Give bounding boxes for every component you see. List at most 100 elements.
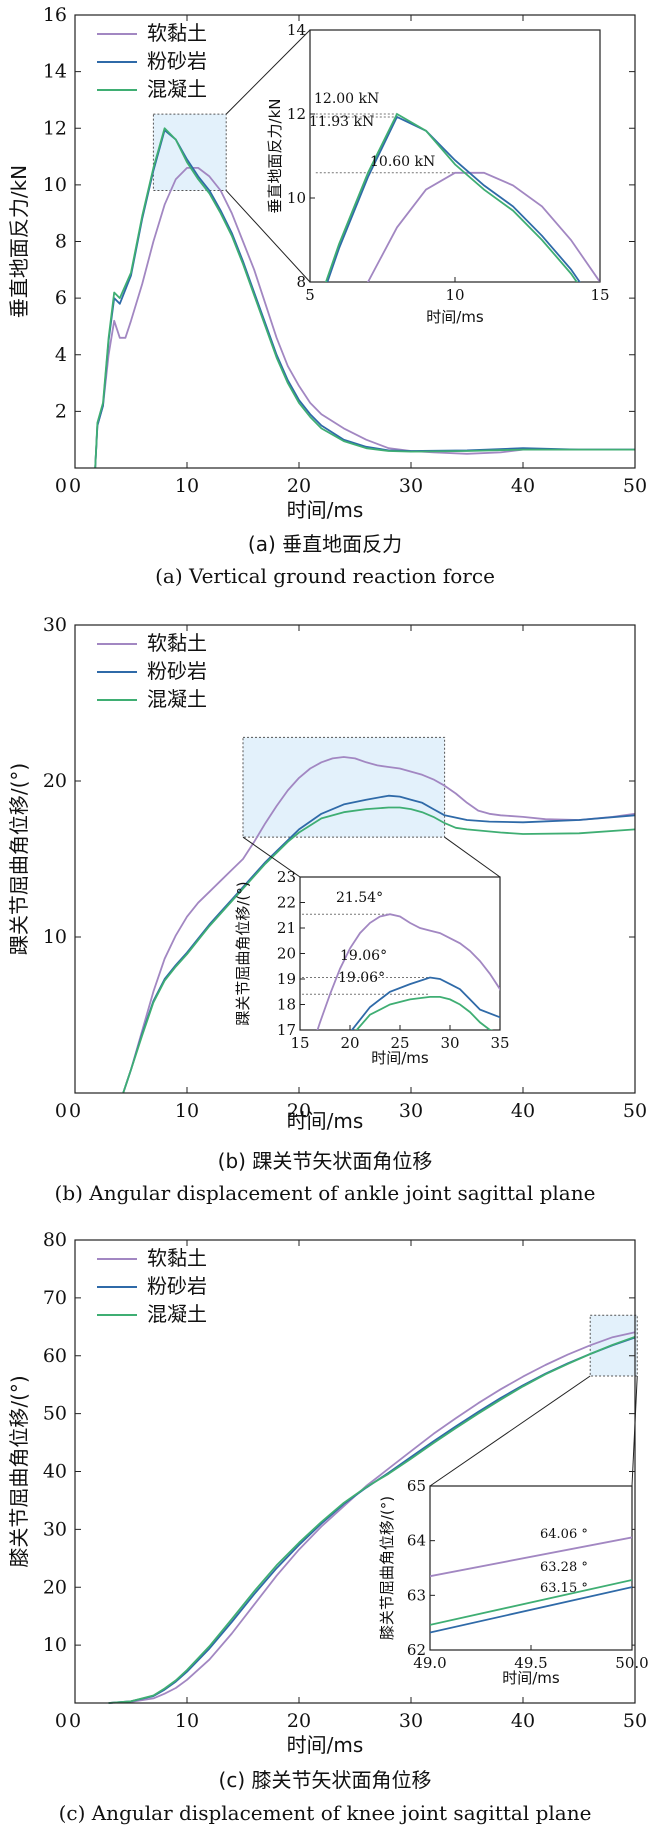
zoom-x-axis-label: 时间/ms bbox=[426, 308, 484, 326]
y-tick-label: 14 bbox=[43, 61, 67, 83]
annotation-label-1: 11.93 kN bbox=[309, 114, 374, 130]
zoom-x-tick-label: 15 bbox=[590, 286, 609, 304]
annotation-label-1: 63.28 ° bbox=[540, 1560, 588, 1575]
y-axis-label: 踝关节屈曲角位移/(°) bbox=[7, 763, 31, 955]
zoom-series-line-0 bbox=[430, 1536, 632, 1578]
x-tick-label: 0 bbox=[69, 1710, 81, 1732]
y-tick-label: 40 bbox=[43, 1461, 67, 1483]
legend-label-0: 软黏土 bbox=[147, 631, 207, 655]
chart-panel-0: 0 10 20 30 40 50 2 4 6 8 10 12 14 16 0 时间/ms 垂直地面反力/kN 软黏… bbox=[7, 4, 647, 588]
annotation-label-2: 10.60 kN bbox=[370, 154, 435, 170]
x-tick-label: 20 bbox=[287, 1710, 311, 1732]
zoom-series-line-0 bbox=[316, 913, 500, 1030]
zoom-x-tick-label: 25 bbox=[390, 1034, 409, 1052]
zoom-y-tick-label: 64 bbox=[407, 1532, 426, 1550]
zoom-x-axis-label: 时间/ms bbox=[502, 1669, 560, 1687]
caption-en: (a) Vertical ground reaction force bbox=[155, 564, 495, 588]
x-tick-label: 30 bbox=[399, 475, 423, 497]
zoom-y-axis-label: 踝关节屈曲角位移/(°) bbox=[234, 881, 252, 1025]
annotation-label-1: 19.06° bbox=[340, 948, 387, 964]
x-tick-label: 30 bbox=[399, 1100, 423, 1122]
zoom-y-tick-label: 19 bbox=[277, 970, 296, 988]
caption-en: (b) Angular displacement of ankle joint … bbox=[55, 1181, 596, 1205]
y-tick-label: 10 bbox=[43, 1634, 67, 1656]
zoom-y-tick-label: 18 bbox=[277, 996, 296, 1014]
y-tick-label: 10 bbox=[43, 926, 67, 948]
x-tick-label: 50 bbox=[623, 475, 647, 497]
y-origin-label: 0 bbox=[55, 475, 67, 497]
zoom-frame bbox=[429, 1485, 633, 1651]
y-origin-label: 0 bbox=[55, 1710, 67, 1732]
connector-line bbox=[225, 29, 311, 115]
legend-label-1: 粉砂岩 bbox=[147, 49, 207, 73]
y-tick-label: 60 bbox=[43, 1345, 67, 1367]
y-origin-label: 0 bbox=[55, 1100, 67, 1122]
x-tick-label: 20 bbox=[287, 1100, 311, 1122]
y-tick-label: 12 bbox=[43, 117, 67, 139]
zoom-x-tick-label: 10 bbox=[445, 286, 464, 304]
zoom-y-tick-label: 63 bbox=[407, 1586, 426, 1604]
zoom-inset: 5 10 15 8 10 12 14 时间/ms 垂直地面反力/kN 12.00 kN 11.93 … bbox=[225, 21, 610, 326]
zoom-y-tick-label: 12 bbox=[287, 105, 306, 123]
series-line-1 bbox=[122, 794, 636, 1094]
y-tick-label: 20 bbox=[43, 770, 67, 792]
y-tick-label: 10 bbox=[43, 174, 67, 196]
zoom-y-tick-label: 65 bbox=[407, 1477, 426, 1495]
y-tick-label: 30 bbox=[43, 614, 67, 636]
connector-line bbox=[225, 190, 311, 283]
zoom-inset: 15 20 25 30 35 17 18 19 20 21 22 23 时间/ms 踝关节屈曲角位移/(°… bbox=[234, 836, 510, 1067]
x-tick-label: 10 bbox=[175, 1100, 199, 1122]
zoom-y-tick-label: 23 bbox=[277, 868, 296, 886]
y-tick-label: 50 bbox=[43, 1403, 67, 1425]
zoom-x-tick-label: 35 bbox=[490, 1034, 509, 1052]
x-tick-label: 0 bbox=[69, 1100, 81, 1122]
annotation-label-2: 63.15 ° bbox=[540, 1581, 588, 1596]
annotation-label-0: 21.54° bbox=[336, 890, 383, 906]
chart-panel-1: 0 10 20 30 40 50 10 20 30 0 时间/ms 踝关节屈曲角位移/(°) 软黏土粉砂… bbox=[7, 614, 647, 1205]
zoom-x-tick-label: 49.0 bbox=[413, 1654, 446, 1672]
y-tick-label: 20 bbox=[43, 1576, 67, 1598]
legend-label-0: 软黏土 bbox=[147, 1246, 207, 1270]
x-tick-label: 40 bbox=[511, 1100, 535, 1122]
zoom-x-tick-label: 49.5 bbox=[514, 1654, 547, 1672]
connector-line bbox=[631, 1375, 638, 1487]
x-tick-label: 40 bbox=[511, 1710, 535, 1732]
zoom-series-line-2 bbox=[355, 996, 494, 1030]
series-line-2 bbox=[108, 1335, 636, 1704]
zoom-x-axis-label: 时间/ms bbox=[371, 1049, 429, 1067]
zoom-x-tick-label: 20 bbox=[340, 1034, 359, 1052]
y-tick-label: 30 bbox=[43, 1518, 67, 1540]
zoom-y-tick-label: 62 bbox=[407, 1641, 426, 1659]
zoom-y-axis-label: 垂直地面反力/kN bbox=[266, 99, 284, 214]
x-tick-label: 0 bbox=[69, 475, 81, 497]
y-tick-label: 6 bbox=[55, 287, 67, 309]
zoom-x-tick-label: 30 bbox=[440, 1034, 459, 1052]
y-tick-label: 8 bbox=[55, 231, 67, 253]
caption-en: (c) Angular displacement of knee joint s… bbox=[59, 1801, 592, 1825]
x-tick-label: 50 bbox=[623, 1100, 647, 1122]
zoom-inset: 49.0 49.5 50.0 62 63 64 65 时间/ms 膝关节屈曲角位移/(°) 64.… bbox=[378, 1375, 649, 1687]
zoom-x-tick-label: 15 bbox=[290, 1034, 309, 1052]
x-axis-label: 时间/ms bbox=[287, 1109, 364, 1133]
series-line-2 bbox=[94, 127, 635, 469]
y-axis-label: 垂直地面反力/kN bbox=[7, 165, 31, 318]
x-tick-label: 40 bbox=[511, 475, 535, 497]
zoom-region bbox=[242, 736, 446, 838]
zoom-frame bbox=[299, 876, 501, 1031]
connector-line bbox=[242, 836, 301, 878]
zoom-y-tick-label: 10 bbox=[287, 189, 306, 207]
legend-label-2: 混凝土 bbox=[147, 1302, 207, 1326]
zoom-region bbox=[152, 113, 227, 192]
zoom-y-tick-label: 22 bbox=[277, 894, 296, 912]
x-tick-label: 30 bbox=[399, 1710, 423, 1732]
zoom-series-line-1 bbox=[350, 976, 500, 1030]
y-tick-label: 4 bbox=[55, 344, 67, 366]
legend-label-1: 粉砂岩 bbox=[147, 1274, 207, 1298]
plot-frame bbox=[74, 624, 636, 1094]
y-tick-label: 16 bbox=[43, 4, 67, 26]
zoom-y-tick-label: 17 bbox=[277, 1021, 296, 1039]
caption-cn: (b) 踝关节矢状面角位移 bbox=[218, 1149, 433, 1173]
x-tick-label: 20 bbox=[287, 475, 311, 497]
annotation-label-0: 64.06 ° bbox=[540, 1527, 588, 1542]
